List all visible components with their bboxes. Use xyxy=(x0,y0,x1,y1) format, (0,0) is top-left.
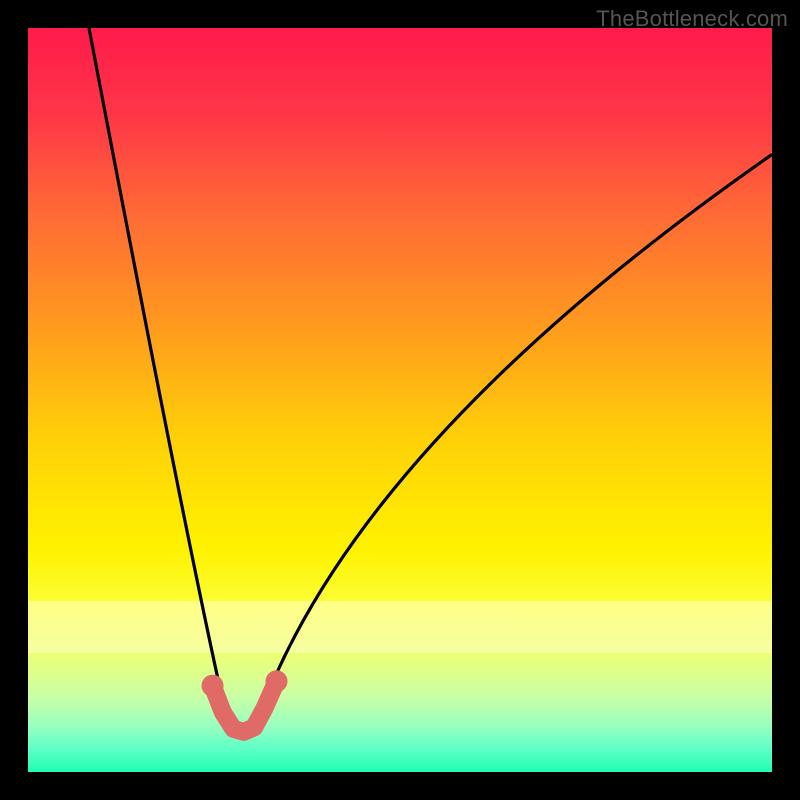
watermark-text: TheBottleneck.com xyxy=(596,6,788,32)
pale-yellow-band xyxy=(28,601,772,653)
valley-dot xyxy=(202,675,224,697)
bottleneck-chart-svg xyxy=(0,0,800,800)
gradient-plot-area xyxy=(28,28,772,772)
chart-container: TheBottleneck.com xyxy=(0,0,800,800)
valley-dot xyxy=(266,682,280,696)
